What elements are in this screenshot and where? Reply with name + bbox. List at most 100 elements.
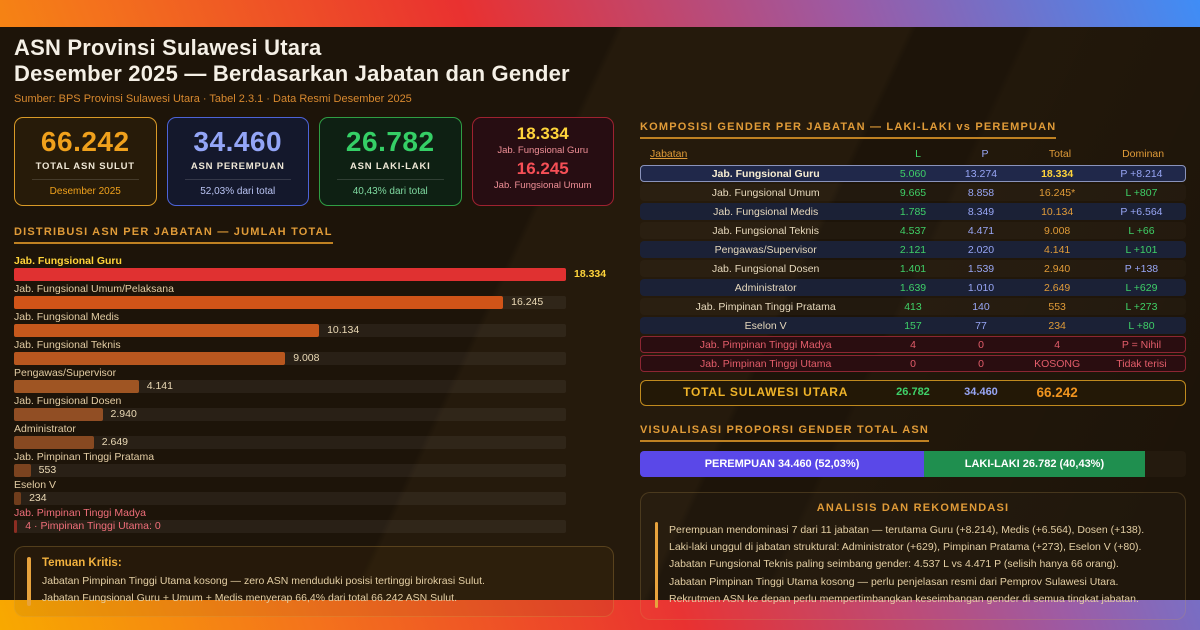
table-cell-jabatan: Jab. Fungsional Teknis xyxy=(712,224,819,237)
bar-fill xyxy=(14,379,139,393)
stat-card-value: 66.242 xyxy=(40,125,130,157)
bar-fill xyxy=(14,267,566,281)
table-cell-laki: 1.785 xyxy=(899,205,927,218)
bar-row: 234 xyxy=(14,491,614,505)
accent-bar xyxy=(655,521,658,609)
bar-value-label: 553 xyxy=(38,463,57,476)
analysis-box: ANALISIS DAN REKOMENDASI Perempuan mendo… xyxy=(640,491,1186,621)
table-cell-jabatan: Jab. Fungsional Dosen xyxy=(711,262,820,275)
table-cell-laki: 413 xyxy=(904,300,922,313)
bar-chart-item: Jab. Fungsional Guru 18.334 xyxy=(14,255,614,281)
accent-bar xyxy=(27,556,31,607)
table-cell-laki: 4.537 xyxy=(899,224,927,237)
table-cell-dominan: L +629 xyxy=(1125,281,1158,294)
bar-fill xyxy=(14,463,31,477)
table-cell-dominan: L +101 xyxy=(1125,243,1158,256)
bar-value-label: 9.008 xyxy=(293,351,320,364)
stat-card-subtext: 52,03% dari total xyxy=(200,185,276,197)
bar-track xyxy=(14,519,566,533)
bar-track xyxy=(14,435,566,449)
table-cell-total: 4.141 xyxy=(1044,243,1071,256)
bar-chart-item: Jab. Fungsional Teknis 9.008 xyxy=(14,339,614,365)
bar-row: 2.940 xyxy=(14,407,614,421)
table-cell-total: 2.649 xyxy=(1044,281,1071,294)
bar-row: 16.245 xyxy=(14,295,614,309)
bar-row: 4 · Pimpinan Tinggi Utama: 0 xyxy=(14,519,614,533)
bar-value-label: 2.940 xyxy=(110,407,137,420)
bar-track xyxy=(14,491,566,505)
gender-proportion-section: VISUALISASI PROPORSI GENDER TOTAL ASN PE… xyxy=(640,420,1186,477)
stat-card-value-guru: 18.334 xyxy=(516,123,569,143)
bar-chart-item: Jab. Fungsional Umum/Pelaksana 16.245 xyxy=(14,283,614,309)
bar-category-label: Jab. Pimpinan Tinggi Pratama xyxy=(14,450,155,463)
stat-card-divider xyxy=(32,178,139,180)
bar-category-label: Administrator xyxy=(14,422,76,435)
table-cell-perempuan: 8.349 xyxy=(967,205,995,218)
bar-category-label: Jab. Fungsional Umum/Pelaksana xyxy=(14,282,174,295)
table-cell-perempuan: 13.274 xyxy=(964,167,998,180)
critical-findings-title: Temuan Kritis: xyxy=(42,556,122,569)
bar-chart-item: Eselon V 234 xyxy=(14,479,614,505)
table-cell-perempuan: 77 xyxy=(975,319,987,332)
table-cell-laki: 4 xyxy=(910,338,916,351)
stat-card-value: 34.460 xyxy=(193,125,283,157)
table-cell-perempuan: 0 xyxy=(978,338,984,351)
table-row: Jab. Fungsional Medis 1.785 8.349 10.134 P +… xyxy=(640,202,1186,220)
table-cell-jabatan: Jab. Pimpinan Tinggi Utama xyxy=(700,357,832,370)
table-cell-dominan: L +273 xyxy=(1125,300,1158,313)
table-cell-jabatan: Jab. Fungsional Umum xyxy=(711,186,820,199)
table-row: Jab. Pimpinan Tinggi Utama 0 0 KOSONG Tidak … xyxy=(640,354,1186,372)
table-cell-laki: 5.060 xyxy=(899,167,927,180)
table-row: Jab. Pimpinan Tinggi Pratama 413 140 553 L +… xyxy=(640,298,1186,315)
bar-row: 9.008 xyxy=(14,351,614,365)
stat-card: 18.334 Jab. Fungsional Guru 16.245 Jab. Fun… xyxy=(471,116,614,206)
distribution-section-title: DISTRIBUSI ASN PER JABATAN — JUMLAH TOTA… xyxy=(14,226,333,244)
bar-row: 18.334 xyxy=(14,267,614,281)
table-cell-total: 10.134 xyxy=(1041,205,1074,218)
bar-value-label: 16.245 xyxy=(511,295,544,308)
right-column: KOMPOSISI GENDER PER JABATAN — LAKI-LAKI… xyxy=(640,117,1186,621)
gender-table-section-title: KOMPOSISI GENDER PER JABATAN — LAKI-LAKI… xyxy=(640,121,1057,139)
bar-track xyxy=(14,267,566,281)
stat-card-divider xyxy=(184,178,291,180)
proportion-section-title: VISUALISASI PROPORSI GENDER TOTAL ASN xyxy=(640,424,930,442)
bar-fill xyxy=(14,323,320,337)
stat-card-label-guru: Jab. Fungsional Guru xyxy=(497,144,589,156)
bar-category-label: Jab. Fungsional Guru xyxy=(14,254,122,267)
data-source-caption: Sumber: BPS Provinsi Sulawesi Utara · Ta… xyxy=(14,92,412,105)
stat-card-value: 26.782 xyxy=(345,125,435,157)
bar-value-label: 10.134 xyxy=(327,323,360,336)
bar-value-label: 2.649 xyxy=(101,435,129,448)
content-columns: 66.242 TOTAL ASN SULUT Desember 2025 34.460… xyxy=(14,116,1186,621)
bar-row: 553 xyxy=(14,463,614,477)
table-row: Jab. Fungsional Dosen 1.401 1.539 2.940 P +1… xyxy=(640,260,1186,277)
critical-finding-line: Jabatan Pimpinan Tinggi Utama kosong — z… xyxy=(42,574,485,587)
table-column-header: Dominan xyxy=(1122,147,1165,160)
bar-track xyxy=(14,295,566,309)
stat-card: 34.460 ASN PEREMPUAN 52,03% dari total xyxy=(166,116,309,206)
table-cell-perempuan: 1.539 xyxy=(967,262,995,275)
page-title: ASN Provinsi Sulawesi Utara Desember 202… xyxy=(14,35,1186,88)
analysis-line: Perempuan mendominasi 7 dari 11 jabatan … xyxy=(669,523,1145,536)
table-cell-jabatan: Jab. Fungsional Medis xyxy=(713,205,819,218)
gender-proportion-segment: PEREMPUAN 34.460 (52,03%) xyxy=(640,450,925,477)
bar-row: 2.649 xyxy=(14,435,614,449)
table-cell-laki: 9.665 xyxy=(899,186,927,199)
table-cell-jabatan: Pengawas/Supervisor xyxy=(714,243,817,256)
bar-fill xyxy=(14,295,504,309)
table-cell-jabatan: Jab. Fungsional Guru xyxy=(711,167,820,180)
table-cell-laki: 157 xyxy=(904,319,922,332)
bar-chart-item: Jab. Fungsional Dosen 2.940 xyxy=(14,395,614,421)
bar-row: 4.141 xyxy=(14,379,614,393)
bar-fill xyxy=(14,407,103,421)
bar-track xyxy=(14,463,566,477)
bar-track xyxy=(14,407,566,421)
total-row-perempuan: 34.460 xyxy=(964,386,998,399)
stat-card-subtext: 40,43% dari total xyxy=(352,185,428,197)
table-row: Jab. Fungsional Teknis 4.537 4.471 9.008 L +… xyxy=(640,222,1186,239)
table-cell-laki: 1.639 xyxy=(899,281,927,294)
distribution-bar-chart: Jab. Fungsional Guru 18.334 Jab. Fungsiona… xyxy=(14,255,614,533)
table-column-header: L xyxy=(915,147,921,160)
table-cell-total: 9.008 xyxy=(1044,224,1071,237)
table-row: Jab. Pimpinan Tinggi Madya 4 0 4 P = Nihil xyxy=(640,335,1186,353)
